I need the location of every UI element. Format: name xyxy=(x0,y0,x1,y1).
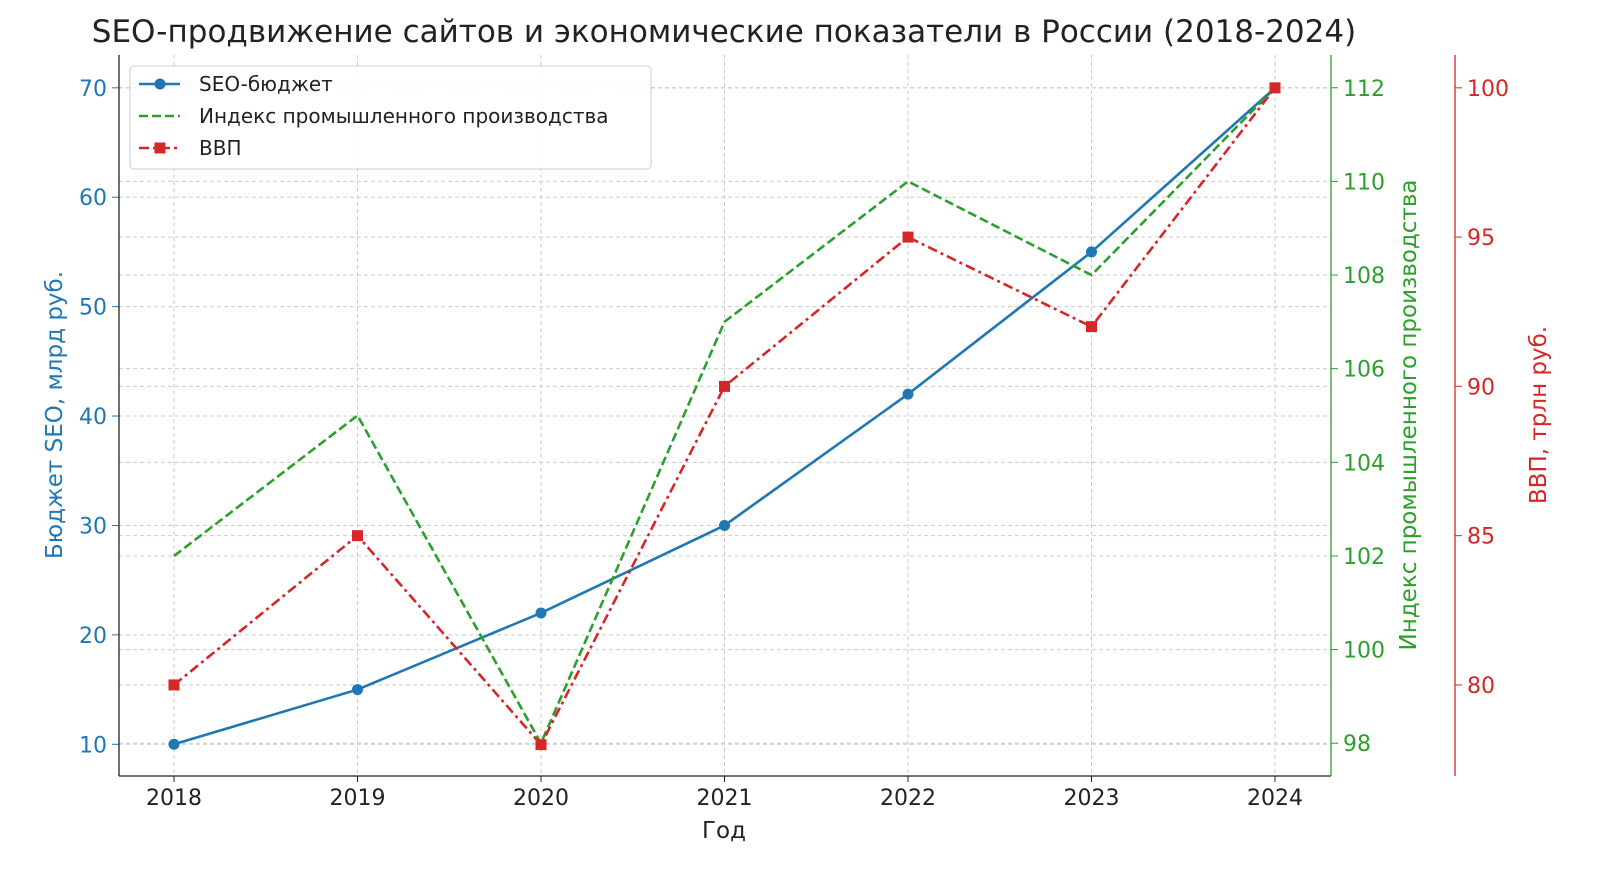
right1-tick-label: 102 xyxy=(1343,545,1385,570)
right1-tick-label: 110 xyxy=(1343,170,1385,195)
x-tick-label: 2024 xyxy=(1247,786,1303,811)
right2-axis-label: ВВП, трлн руб. xyxy=(1526,326,1552,504)
x-tick-label: 2020 xyxy=(513,786,569,811)
point-marker xyxy=(154,142,166,154)
right1-tick-label: 112 xyxy=(1343,77,1385,102)
point-marker xyxy=(352,684,363,696)
left-tick-label: 40 xyxy=(79,405,107,430)
legend-label: Индекс промышленного производства xyxy=(199,104,609,128)
legend: SEO-бюджет Индекс промышленного производс… xyxy=(129,65,652,170)
right2-tick-label: 100 xyxy=(1467,77,1509,102)
point-marker xyxy=(1086,321,1097,333)
right1-tick-label: 106 xyxy=(1343,358,1385,383)
legend-box xyxy=(129,65,652,170)
x-tick-label: 2022 xyxy=(880,786,936,811)
point-marker xyxy=(535,739,547,751)
point-marker xyxy=(719,519,730,531)
point-marker xyxy=(1269,82,1281,94)
x-tick-label: 2019 xyxy=(330,786,386,811)
left-tick-label: 30 xyxy=(79,514,107,539)
x-tick-label: 2021 xyxy=(697,786,753,811)
point-marker xyxy=(168,738,180,750)
right1-tick-label: 104 xyxy=(1343,451,1385,476)
point-marker xyxy=(719,380,730,392)
point-marker xyxy=(902,231,914,243)
point-marker xyxy=(535,607,547,619)
right1-tick-label: 100 xyxy=(1343,639,1385,664)
ticks: 2018 2019 2020 2021 2022 2023 2024 10 20 30 40 50 60… xyxy=(79,55,1509,811)
left-tick-label: 60 xyxy=(79,186,107,211)
legend-label: ВВП xyxy=(199,136,241,160)
point-marker xyxy=(1086,246,1097,258)
point-marker xyxy=(352,530,363,542)
left-tick-label: 70 xyxy=(79,77,107,102)
point-marker xyxy=(168,679,180,691)
chart-title: SEO-продвижение сайтов и экономические п… xyxy=(92,14,1356,50)
point-marker xyxy=(902,388,914,400)
right1-tick-label: 108 xyxy=(1343,264,1385,289)
left-tick-label: 50 xyxy=(79,296,107,321)
right2-tick-label: 85 xyxy=(1467,525,1495,550)
legend-label: SEO-бюджет xyxy=(199,72,333,96)
point-marker xyxy=(154,78,166,90)
right2-tick-label: 95 xyxy=(1467,226,1495,251)
x-tick-label: 2023 xyxy=(1064,786,1120,811)
left-tick-label: 20 xyxy=(79,624,107,649)
left-tick-label: 10 xyxy=(79,733,107,758)
series xyxy=(168,82,1281,751)
right1-axis-label: Индекс промышленного производства xyxy=(1396,180,1422,651)
x-tick-label: 2018 xyxy=(146,786,202,811)
grid xyxy=(119,55,1331,776)
left-axis-label: Бюджет SEO, млрд руб. xyxy=(42,271,68,559)
right2-tick-label: 80 xyxy=(1467,674,1495,699)
x-axis-label: Год xyxy=(702,818,746,844)
right1-tick-label: 98 xyxy=(1343,732,1371,757)
right2-tick-label: 90 xyxy=(1467,375,1495,400)
series-line xyxy=(173,86,1276,747)
